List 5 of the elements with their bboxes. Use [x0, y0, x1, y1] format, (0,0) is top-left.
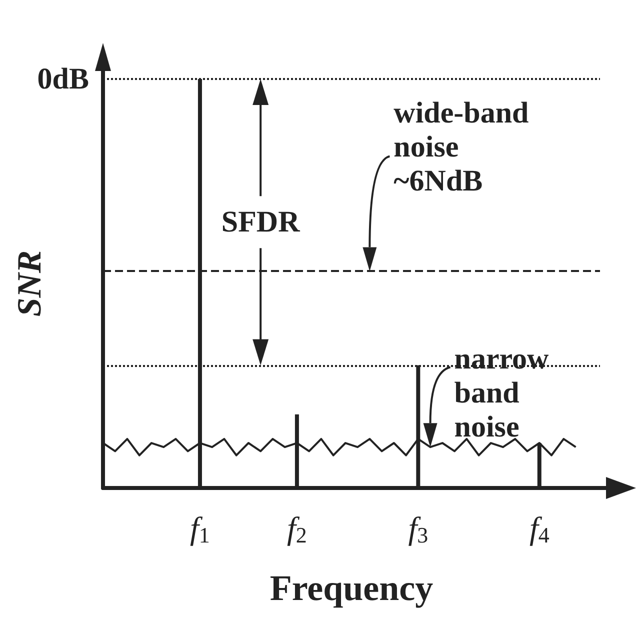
y-axis-title: SNR — [12, 250, 48, 317]
ref-line-label: 0dB — [37, 62, 89, 96]
x-axis-title: Frequency — [270, 568, 434, 608]
annotation: SFDR — [221, 206, 300, 239]
annotation: wide-band noise ~6NdB — [394, 96, 530, 198]
